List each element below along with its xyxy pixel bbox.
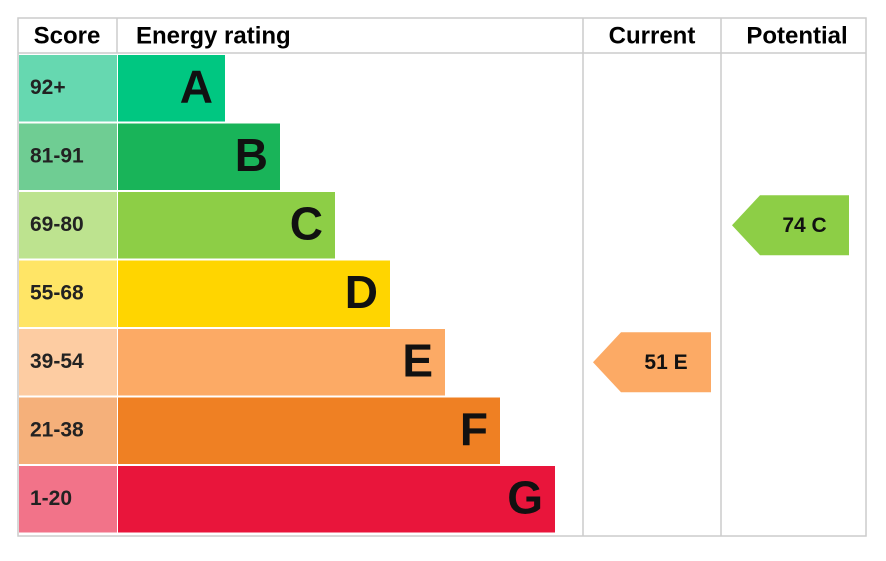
score-cell — [19, 55, 117, 122]
rating-bar — [118, 55, 225, 122]
rating-bar — [118, 123, 280, 190]
header-rating: Energy rating — [136, 22, 291, 49]
rating-letter: G — [507, 471, 543, 523]
score-label: 69-80 — [30, 213, 84, 236]
header-current: Current — [609, 22, 696, 49]
header-score: Score — [34, 22, 101, 49]
score-label: 81-91 — [30, 144, 84, 167]
rating-bar — [118, 192, 335, 259]
rating-bar — [118, 260, 390, 327]
score-cell — [19, 466, 117, 533]
potential-label: 74 C — [782, 214, 826, 237]
rating-letter: C — [290, 197, 323, 249]
rating-bar — [118, 397, 500, 464]
rating-letter: A — [180, 60, 213, 112]
score-label: 1-20 — [30, 487, 72, 510]
rating-letter: D — [345, 266, 378, 318]
rating-bar — [118, 466, 555, 533]
score-label: 55-68 — [30, 281, 84, 304]
score-cell — [19, 123, 117, 190]
score-label: 39-54 — [30, 350, 84, 373]
current-arrow — [593, 332, 711, 393]
rating-bar — [118, 329, 445, 396]
score-cell — [19, 260, 117, 327]
current-label: 51 E — [644, 351, 687, 374]
rating-letter: B — [235, 129, 268, 181]
score-cell — [19, 192, 117, 259]
score-cell — [19, 397, 117, 464]
score-cell — [19, 329, 117, 396]
score-label: 21-38 — [30, 418, 84, 441]
rating-letter: E — [402, 334, 433, 386]
header-potential: Potential — [746, 22, 847, 49]
rating-letter: F — [460, 403, 488, 455]
potential-arrow — [732, 195, 849, 256]
score-label: 92+ — [30, 76, 66, 99]
